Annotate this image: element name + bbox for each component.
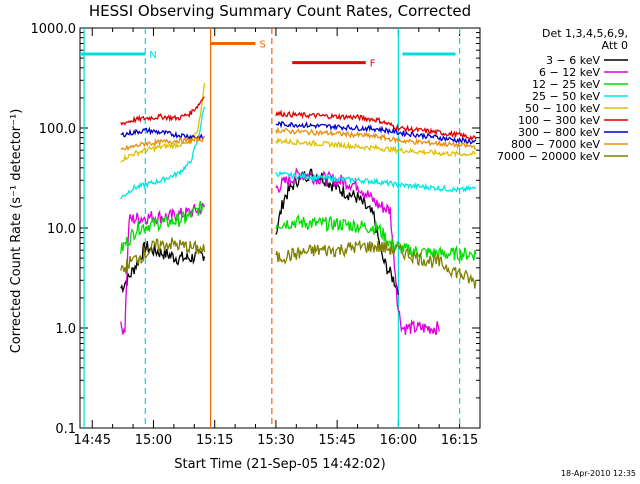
flag-label: F — [370, 59, 376, 70]
x-tick-label: 14:45 — [74, 433, 111, 448]
series-line — [120, 106, 477, 200]
legend-entry-label: 300 − 800 keV — [518, 126, 600, 139]
x-tick-label: 16:15 — [441, 433, 478, 448]
legend-entry-label: 3 − 6 keV — [546, 54, 600, 67]
series-line — [120, 200, 477, 263]
legend-header: Att 0 — [602, 39, 628, 52]
plot-area: 0.1 1.0 10.0 100.0 1000.0 14:45 15:00 15:15 15:3… — [31, 22, 481, 448]
y-tick-label: 10.0 — [47, 222, 76, 237]
x-tick-label: 16:00 — [380, 433, 417, 448]
series-line — [120, 126, 477, 152]
y-tick-label: 1000.0 — [31, 22, 77, 37]
legend-entry-label: 12 − 25 keV — [532, 78, 600, 91]
flag-label: N — [149, 50, 156, 61]
x-tick-label: 15:45 — [318, 433, 355, 448]
legend-entry-label: 25 − 50 keV — [532, 90, 600, 103]
series-line — [120, 96, 477, 142]
legend-entry-label: 50 − 100 keV — [525, 102, 600, 115]
legend-entry-label: 800 − 7000 keV — [511, 138, 600, 151]
y-tick-label: 0.1 — [55, 422, 76, 437]
x-tick-label: 15:30 — [257, 433, 294, 448]
series-line — [120, 82, 477, 163]
x-tick-label: 15:15 — [196, 433, 233, 448]
legend-entry-label: 100 − 300 keV — [518, 114, 600, 127]
footer-timestamp: 18-Apr-2010 12:35 — [561, 469, 636, 478]
legend-entry-label: 7000 − 20000 keV — [497, 150, 600, 163]
flag-label: S — [260, 39, 266, 50]
y-tick-label: 1.0 — [55, 322, 76, 337]
legend-entry-label: 6 − 12 keV — [539, 66, 600, 79]
x-axis-label: Start Time (21-Sep-05 14:42:02) — [174, 457, 385, 472]
chart-title: HESSI Observing Summary Count Rates, Cor… — [89, 2, 471, 20]
y-axis-label: Corrected Count Rate (s⁻¹ detector⁻¹) — [9, 109, 24, 354]
y-tick-label: 100.0 — [39, 122, 76, 137]
series-line — [120, 166, 440, 336]
series-line — [120, 120, 477, 145]
x-tick-label: 15:00 — [135, 433, 172, 448]
legend-header: Det 1,3,4,5,6,9, — [542, 27, 628, 40]
series-line — [120, 237, 477, 289]
